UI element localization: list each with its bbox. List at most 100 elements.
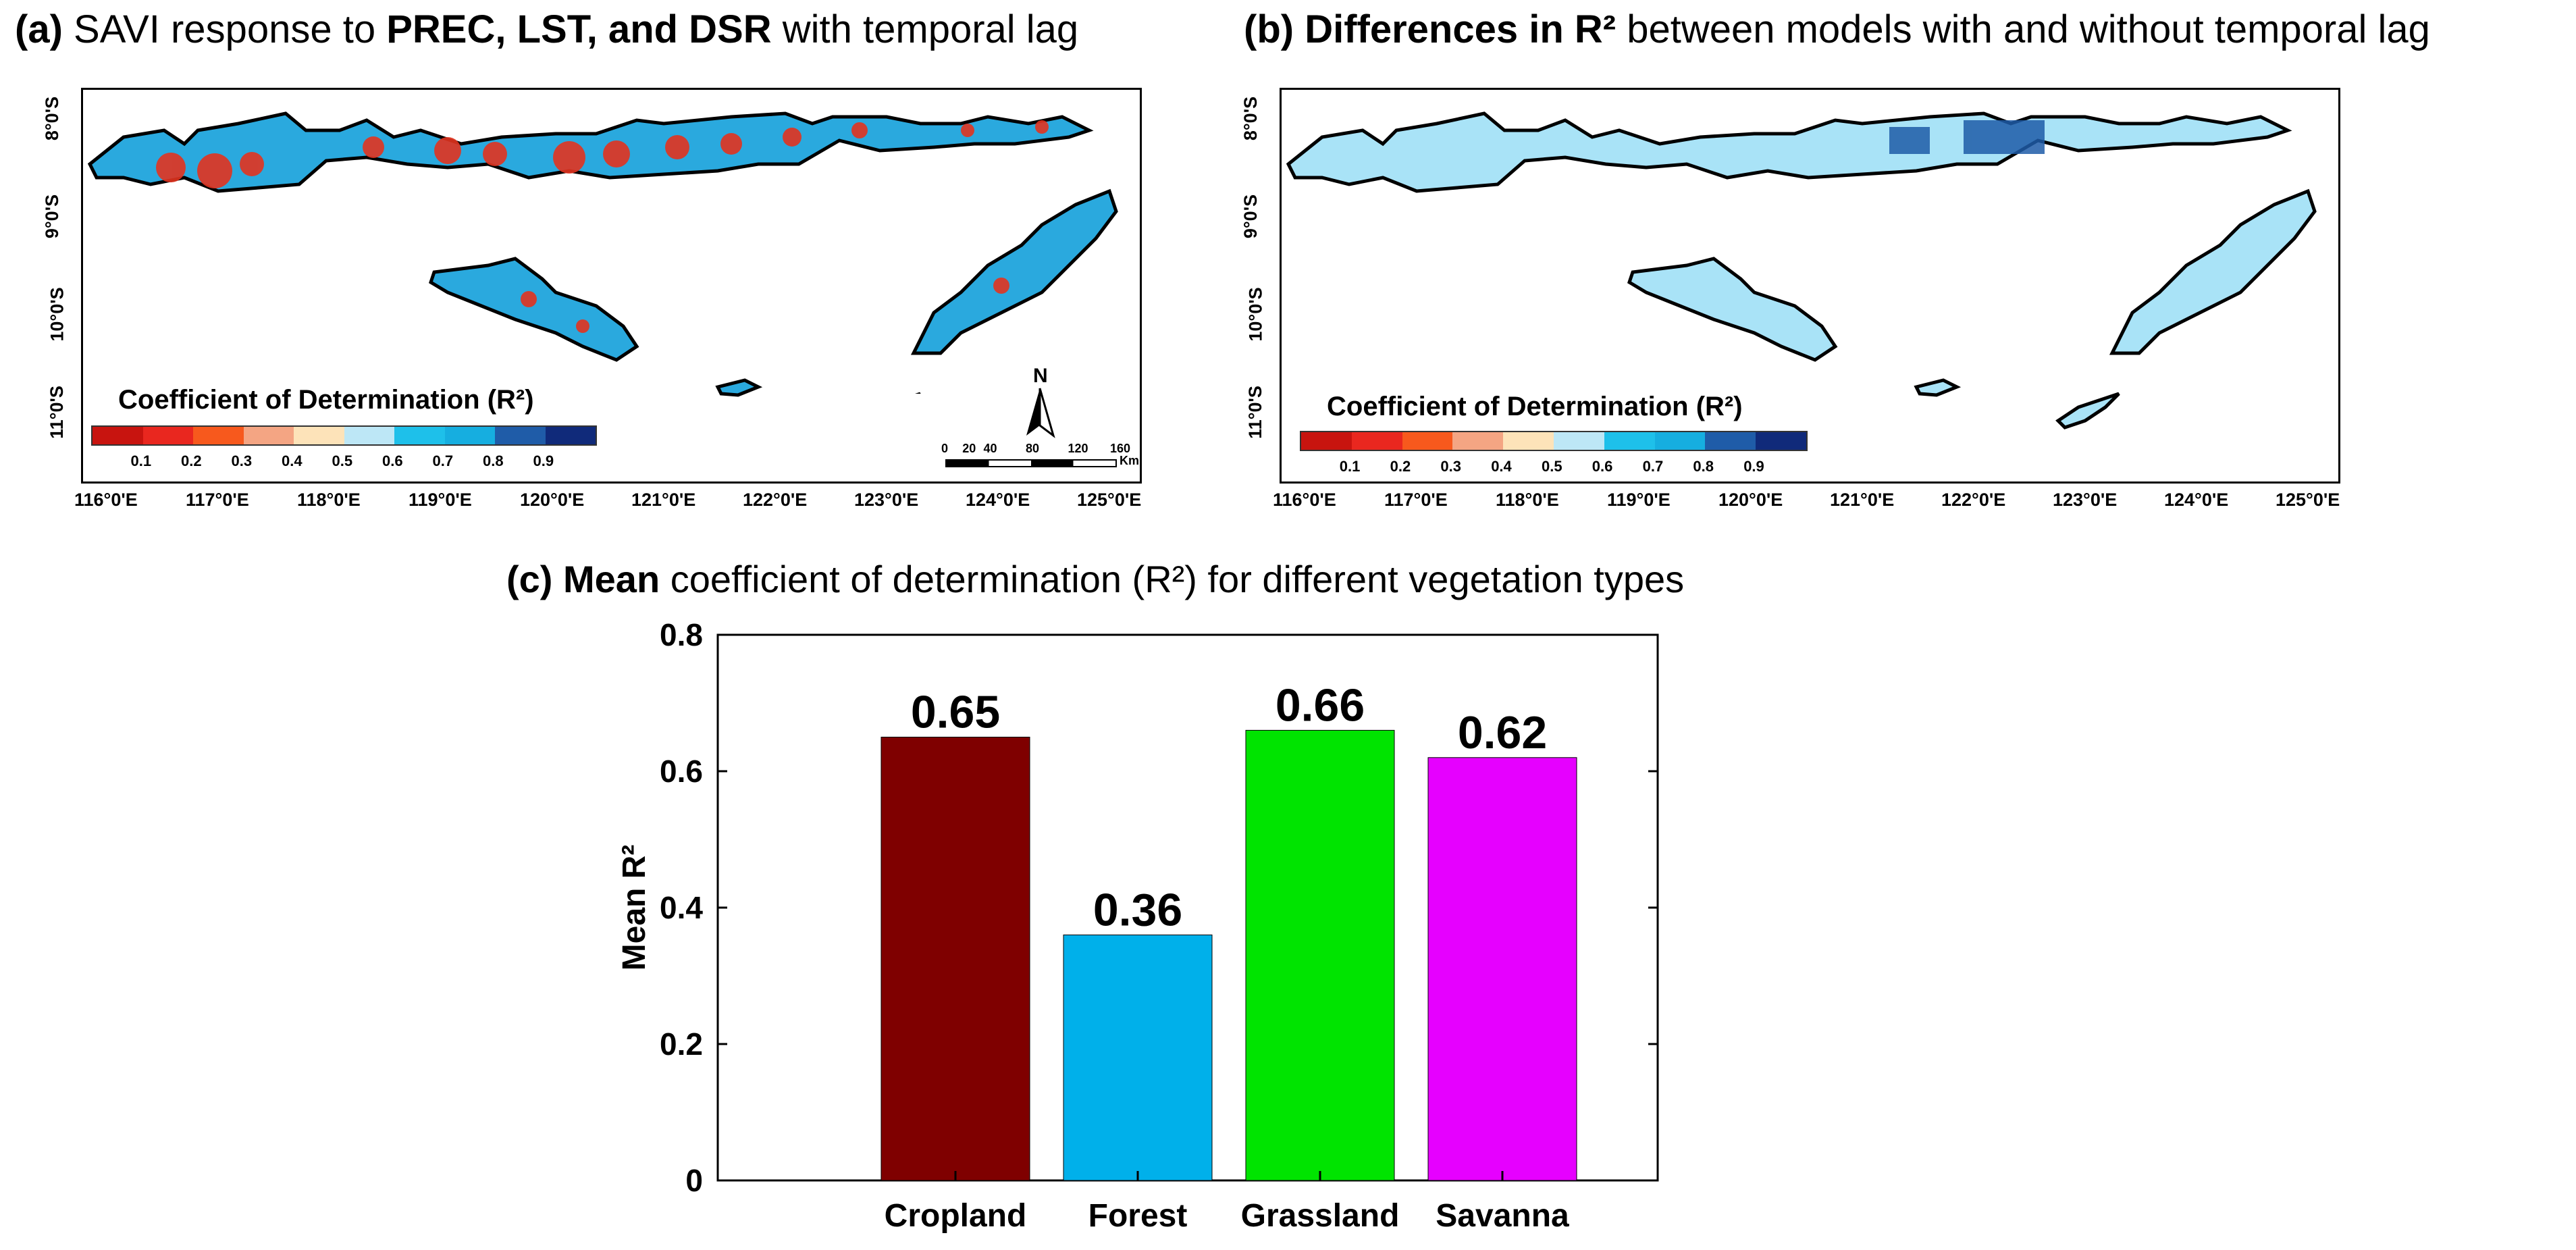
bar-grassland bbox=[1245, 729, 1395, 1181]
colorbar-tick-label: 0.1 bbox=[130, 452, 152, 469]
panel-a-legend-title: Coefficient of Determination (R²) bbox=[118, 385, 534, 415]
scale-bar-label: 40 bbox=[983, 442, 997, 455]
longitude-label: 122°0'E bbox=[1941, 490, 2006, 510]
scale-bar-label: 20 bbox=[962, 442, 976, 455]
longitude-label: 116°0'E bbox=[74, 490, 138, 510]
bar-forest bbox=[1063, 934, 1213, 1181]
panel-a-title-post: with temporal lag bbox=[782, 7, 1079, 51]
colorbar-swatch bbox=[1452, 432, 1504, 450]
panel-a-map bbox=[81, 88, 1142, 484]
colorbar-swatch bbox=[1553, 432, 1604, 450]
colorbar-tick-label: 0.2 bbox=[181, 452, 202, 469]
panel-b-map bbox=[1280, 88, 2340, 484]
longitude-label: 119°0'E bbox=[409, 490, 472, 510]
y-tick-label: 0.4 bbox=[660, 890, 703, 925]
panel-c-title-bold: Mean bbox=[563, 558, 660, 600]
panel-b-title-post: between models with and without temporal… bbox=[1627, 7, 2430, 51]
y-axis-label: Mean R² bbox=[616, 845, 652, 971]
colorbar-swatch bbox=[545, 427, 596, 444]
colorbar-swatch bbox=[243, 427, 294, 444]
longitude-label: 121°0'E bbox=[631, 490, 696, 510]
longitude-label: 123°0'E bbox=[854, 490, 919, 510]
panel-c-title: (c) Mean coefficient of determination (R… bbox=[506, 557, 1684, 601]
scale-bar-label: 120 bbox=[1068, 442, 1088, 455]
colorbar-tick-label: 0.8 bbox=[483, 452, 504, 469]
colorbar-swatch bbox=[142, 427, 193, 444]
panel-a-label: (a) bbox=[15, 7, 63, 51]
longitude-label: 118°0'E bbox=[297, 490, 361, 510]
colorbar-tick-label: 0.5 bbox=[1542, 458, 1562, 475]
panel-b-title-bold: Differences in R² bbox=[1305, 7, 1616, 51]
colorbar-swatch bbox=[1604, 432, 1655, 450]
bar-value-label: 0.62 bbox=[1458, 707, 1547, 758]
colorbar-swatch bbox=[1654, 432, 1706, 450]
y-tick-label: 0 bbox=[685, 1163, 703, 1198]
x-tick-label: Cropland bbox=[885, 1198, 1027, 1234]
scale-bar-label: 160 bbox=[1110, 442, 1131, 455]
longitude-label: 117°0'E bbox=[1384, 490, 1448, 510]
x-tick-label: Savanna bbox=[1436, 1198, 1569, 1234]
north-label: N bbox=[1033, 365, 1048, 387]
y-tick-label: 0.6 bbox=[660, 754, 703, 789]
panel-a-title: (a) SAVI response to PREC, LST, and DSR … bbox=[15, 7, 1078, 52]
longitude-label: 124°0'E bbox=[2164, 490, 2229, 510]
colorbar-swatch bbox=[444, 427, 495, 444]
scale-bar-label: 0 bbox=[941, 442, 949, 455]
panel-b-title: (b) Differences in R² between models wit… bbox=[1244, 7, 2430, 52]
panel-c-label: (c) bbox=[506, 558, 553, 600]
colorbar-tick-label: 0.1 bbox=[1339, 458, 1361, 475]
longitude-label: 125°0'E bbox=[2276, 490, 2340, 510]
bar-value-label: 0.65 bbox=[911, 687, 1000, 738]
longitude-label: 117°0'E bbox=[186, 490, 249, 510]
colorbar-tick-label: 0.7 bbox=[1642, 458, 1664, 475]
colorbar-tick-label: 0.9 bbox=[533, 452, 554, 469]
longitude-label: 118°0'E bbox=[1496, 490, 1559, 510]
y-tick-label: 0.8 bbox=[660, 617, 703, 652]
colorbar-tick-label: 0.3 bbox=[1440, 458, 1461, 475]
bar-value-label: 0.36 bbox=[1093, 884, 1182, 935]
panel-a-title-pre: SAVI response to bbox=[74, 7, 376, 51]
map-texture-b bbox=[1889, 120, 2045, 154]
colorbar-swatch bbox=[344, 427, 394, 444]
x-tick-label: Grassland bbox=[1241, 1198, 1400, 1234]
longitude-label: 116°0'E bbox=[1273, 490, 1336, 510]
panel-c-title-post: coefficient of determination (R²) for di… bbox=[670, 558, 1685, 600]
bar-cropland bbox=[880, 737, 1030, 1181]
longitude-label: 120°0'E bbox=[520, 490, 585, 510]
north-arrow-icon bbox=[1026, 388, 1055, 438]
scale-bar-label: 80 bbox=[1026, 442, 1040, 455]
colorbar-tick-label: 0.7 bbox=[432, 452, 454, 469]
colorbar-tick-label: 0.8 bbox=[1693, 458, 1714, 475]
panel-b-colorbar bbox=[1300, 431, 1808, 451]
longitude-label: 119°0'E bbox=[1607, 490, 1671, 510]
colorbar-swatch bbox=[1301, 432, 1352, 450]
colorbar-tick-label: 0.9 bbox=[1743, 458, 1764, 475]
colorbar-swatch bbox=[93, 427, 143, 444]
colorbar-swatch bbox=[294, 427, 344, 444]
panel-b-label: (b) bbox=[1244, 7, 1294, 51]
colorbar-swatch bbox=[1351, 432, 1402, 450]
bar-value-label: 0.66 bbox=[1276, 679, 1365, 731]
colorbar-swatch bbox=[495, 427, 546, 444]
map-texture-a bbox=[156, 120, 1049, 333]
colorbar-tick-label: 0.6 bbox=[382, 452, 403, 469]
longitude-label: 123°0'E bbox=[2053, 490, 2118, 510]
colorbar-tick-label: 0.3 bbox=[231, 452, 253, 469]
longitude-label: 124°0'E bbox=[966, 490, 1030, 510]
longitude-label: 121°0'E bbox=[1830, 490, 1895, 510]
colorbar-tick-label: 0.4 bbox=[1491, 458, 1512, 475]
y-tick-label: 0.2 bbox=[660, 1026, 703, 1062]
colorbar-tick-label: 0.2 bbox=[1390, 458, 1411, 475]
colorbar-tick-label: 0.6 bbox=[1592, 458, 1613, 475]
scale-bar-unit: Km bbox=[1120, 454, 1140, 467]
x-tick-label: Forest bbox=[1088, 1198, 1188, 1234]
longitude-label: 122°0'E bbox=[743, 490, 808, 510]
colorbar-tick-label: 0.4 bbox=[282, 452, 303, 469]
scale-bar-graphic bbox=[945, 459, 1117, 467]
panel-b-legend-title: Coefficient of Determination (R²) bbox=[1327, 392, 1743, 421]
island-chain-a bbox=[87, 111, 1118, 429]
legend-bg-a bbox=[772, 394, 974, 475]
longitude-label: 120°0'E bbox=[1718, 490, 1783, 510]
panel-b-islands bbox=[1286, 111, 2317, 429]
